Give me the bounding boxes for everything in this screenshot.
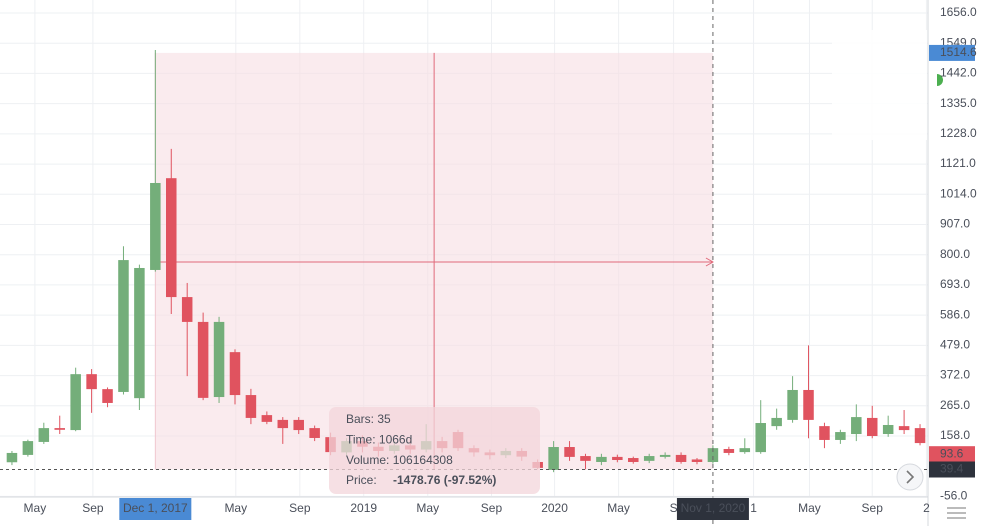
price-label-box [929, 446, 975, 463]
x-tick-label: May [24, 501, 47, 515]
candle-body [580, 456, 591, 461]
measure-text: Time: 1066d [346, 433, 412, 447]
candle-body [245, 395, 257, 418]
candle-body [898, 426, 910, 431]
candle-body [197, 321, 209, 398]
y-tick-label: 372.0 [940, 368, 970, 382]
price-label: 1514.6 [940, 45, 977, 59]
legend-backdrop [832, 30, 927, 140]
x-tick-label: 2020 [541, 501, 568, 515]
x-tick-label: Sep [481, 501, 503, 515]
candle-body [118, 260, 129, 392]
candle-body [22, 441, 34, 455]
price-label: 39.4 [940, 462, 964, 476]
price-label-box [929, 44, 975, 61]
y-tick-label: 158.0 [940, 428, 970, 442]
settings-icon[interactable] [947, 507, 966, 519]
price-label-box [929, 461, 975, 478]
candle-body [309, 428, 320, 438]
candle-body [723, 448, 735, 453]
measure-text: Volume: 106164308 [346, 453, 453, 467]
x-tick-label: Sep [82, 501, 104, 515]
y-tick-label: 265.0 [940, 398, 970, 412]
candle-body [691, 459, 703, 462]
candle-body [134, 267, 145, 399]
candle-body [612, 456, 623, 461]
cursor-date-label: Nov 1, 2020 [681, 501, 746, 515]
cursor-date-box [119, 498, 192, 520]
candle-body [755, 423, 766, 453]
y-tick-label: 586.0 [940, 307, 970, 321]
candle-body [564, 447, 575, 457]
y-tick-label: 1656.0 [940, 5, 977, 19]
candle-body [70, 374, 81, 431]
x-tick-label: May [798, 501, 821, 515]
measure-price: -1478.76 (-97.52%) [393, 473, 496, 487]
scroll-button[interactable] [896, 463, 924, 491]
candle-body [819, 426, 830, 440]
candle-body [628, 458, 639, 462]
x-tick-label: 1 [750, 501, 757, 515]
candle-body [293, 419, 304, 431]
candle-body [675, 454, 687, 462]
x-tick-label: 2019 [350, 501, 377, 515]
candle-body [882, 424, 894, 435]
y-tick-label: 1335.0 [940, 96, 977, 110]
candle-body [181, 297, 193, 322]
candle-body [643, 456, 655, 461]
x-tick-label: S [670, 501, 678, 515]
scroll-button-circle[interactable] [896, 463, 924, 491]
x-tick-label: Sep [289, 501, 311, 515]
candle-body [6, 452, 18, 463]
y-tick-label: 693.0 [940, 277, 970, 291]
candle-body [166, 178, 177, 298]
y-tick-label: 800.0 [940, 247, 970, 261]
y-tick-label: 1014.0 [940, 186, 977, 200]
y-tick-label: 1442.0 [940, 66, 977, 80]
scroll-button-arrow[interactable] [906, 470, 915, 484]
candle-body [707, 448, 719, 462]
candle-body [659, 454, 671, 457]
candle-body [86, 374, 97, 390]
candle-body [277, 419, 289, 429]
x-tick-label: Sep [862, 501, 884, 515]
candle-body [54, 428, 65, 430]
candle-body [835, 432, 846, 440]
candle-body [739, 448, 751, 453]
cursor-date-label: Dec 1, 2017 [123, 501, 188, 515]
candle-body [548, 447, 559, 470]
x-tick-label: May [224, 501, 247, 515]
candle-body [213, 321, 225, 398]
candle-body [261, 415, 273, 422]
measure-arrow [705, 257, 714, 267]
candle-body [596, 456, 607, 462]
measure-text: Bars: 35 [346, 412, 391, 426]
candle-body [150, 182, 161, 270]
y-tick-label: 1228.0 [940, 126, 977, 140]
price-label: 93.6 [940, 446, 964, 460]
candle-body [851, 417, 862, 435]
candle-body [787, 389, 798, 420]
measure-text: Price: [346, 473, 377, 487]
x-tick-label: 2 [923, 501, 930, 515]
candle-body [866, 417, 878, 437]
x-tick-label: May [607, 501, 630, 515]
candle-body [102, 389, 113, 403]
measure-tooltip [329, 407, 540, 494]
y-tick-label: 1121.0 [940, 156, 976, 170]
candle-body [771, 417, 782, 427]
y-tick-label: 479.0 [940, 338, 970, 352]
candle-body [38, 428, 50, 442]
cursor-date-box [676, 498, 749, 520]
y-tick-label: 907.0 [940, 217, 970, 231]
y-tick-label: -56.0 [940, 489, 968, 503]
candle-body [229, 352, 241, 396]
status-dot [937, 74, 943, 86]
front: Bars: 35 Time: 1066d Volume: 106164308 Pric… [0, 0, 928, 526]
x-tick-label: May [416, 501, 439, 515]
candle-body [803, 389, 814, 420]
candle-body [914, 428, 926, 444]
